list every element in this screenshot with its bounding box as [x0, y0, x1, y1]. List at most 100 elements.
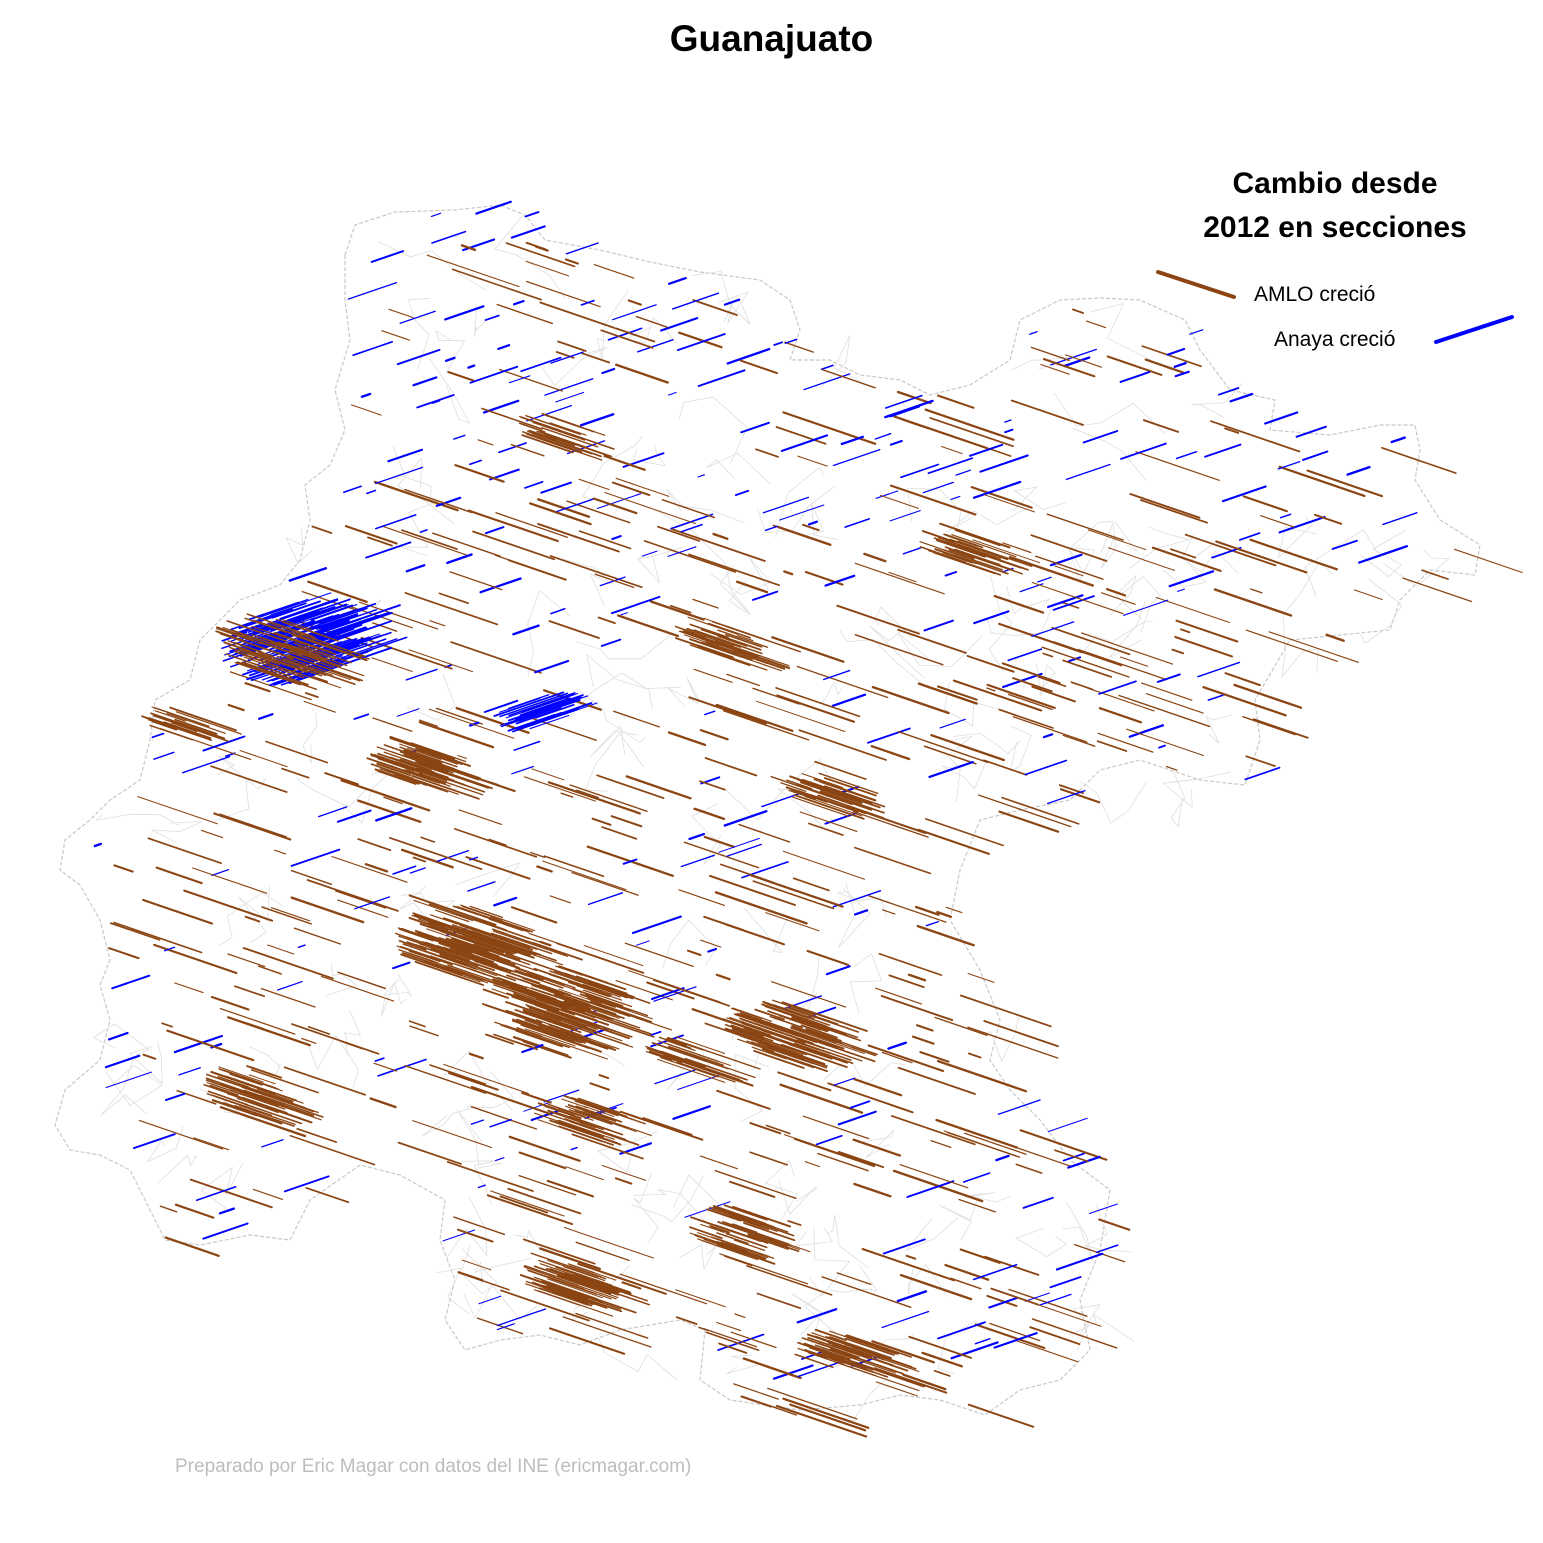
amlo-arrow [439, 953, 517, 982]
amlo-arrow [476, 959, 512, 973]
amlo-arrow [818, 772, 879, 795]
amlo-arrow [897, 1066, 976, 1095]
amlo-arrow [825, 1336, 882, 1357]
municipal-boundary [874, 606, 920, 638]
anaya-arrow [442, 1229, 476, 1242]
municipal-boundary [156, 1154, 198, 1184]
municipal-boundary [944, 681, 1008, 727]
anaya-arrow [1022, 1196, 1054, 1209]
anaya-arrow [707, 947, 718, 953]
amlo-arrow [444, 965, 500, 986]
amlo-arrow [461, 944, 511, 962]
amlo-arrow [403, 749, 443, 764]
amlo-arrow [517, 967, 576, 989]
anaya-arrow [151, 732, 165, 739]
amlo-arrow [814, 760, 867, 780]
amlo-arrow [933, 1369, 951, 1377]
amlo-arrow [270, 907, 311, 922]
amlo-arrow [1126, 728, 1204, 757]
amlo-arrow [544, 424, 615, 450]
anaya-arrow [579, 413, 615, 427]
amlo-arrow [1155, 596, 1231, 624]
amlo-arrow [399, 746, 458, 768]
municipal-boundary [953, 732, 1021, 755]
amlo-arrow [227, 703, 245, 712]
amlo-arrow [532, 421, 586, 441]
amlo-arrow [752, 687, 800, 705]
amlo-arrow [772, 524, 787, 531]
anaya-arrow [979, 454, 1029, 473]
anaya-arrow [1207, 694, 1224, 701]
amlo-arrow [738, 823, 791, 843]
amlo-arrow [528, 932, 610, 962]
amlo-arrow [959, 994, 1052, 1028]
anaya-arrow [726, 843, 762, 857]
amlo-arrow [747, 1233, 800, 1253]
amlo-arrow [716, 1243, 776, 1265]
anaya-arrow [470, 1119, 484, 1125]
amlo-arrow [935, 539, 986, 558]
amlo-arrow [592, 497, 638, 515]
amlo-arrow [1085, 320, 1107, 329]
anaya-arrow [1211, 546, 1242, 559]
anaya-arrow [431, 230, 467, 244]
anaya-arrow [1295, 425, 1327, 438]
municipal-boundary [1360, 578, 1403, 644]
amlo-arrow [457, 754, 467, 759]
amlo-arrow [251, 625, 320, 650]
anaya-arrow [723, 810, 768, 827]
anaya-arrow [374, 466, 424, 485]
amlo-arrow [241, 661, 309, 686]
amlo-arrow [281, 618, 312, 630]
municipal-boundary [744, 907, 788, 954]
anaya-arrow [437, 849, 470, 862]
anaya-arrow [435, 496, 462, 507]
amlo-arrow [643, 540, 737, 573]
amlo-arrow [625, 775, 692, 800]
amlo-arrow [800, 1024, 838, 1039]
amlo-arrow [398, 935, 471, 961]
amlo-arrow [261, 906, 313, 925]
anaya-arrow [399, 310, 436, 324]
amlo-arrow [1402, 577, 1473, 603]
amlo-arrow [242, 947, 334, 980]
amlo-arrow [733, 1383, 779, 1400]
amlo-arrow [400, 945, 453, 965]
amlo-arrow [560, 1007, 610, 1026]
anaya-arrow [1042, 733, 1054, 739]
amlo-arrow [791, 1016, 857, 1040]
amlo-arrow [846, 1336, 891, 1353]
amlo-arrow [288, 649, 365, 677]
amlo-arrow [449, 947, 498, 966]
anaya-arrow [297, 944, 306, 949]
anaya-arrow [622, 858, 638, 865]
amlo-arrow [792, 796, 850, 818]
amlo-arrow [558, 988, 602, 1005]
amlo-arrow [425, 941, 479, 962]
municipal-boundary [691, 270, 751, 325]
amlo-arrow [296, 1127, 338, 1143]
amlo-arrow [705, 641, 768, 664]
amlo-arrow [821, 368, 876, 389]
amlo-arrow [499, 368, 563, 392]
amlo-arrow [399, 751, 446, 768]
amlo-arrow [1174, 636, 1233, 658]
amlo-arrow [491, 928, 567, 955]
amlo-arrow [782, 850, 866, 880]
amlo-arrow [533, 1265, 591, 1286]
anaya-arrow [1120, 442, 1167, 460]
amlo-arrow [218, 1066, 264, 1083]
anaya-arrow [352, 340, 394, 357]
amlo-arrow [950, 1277, 982, 1290]
amlo-arrow [597, 616, 616, 625]
municipal-boundary [396, 457, 454, 524]
amlo-arrow [542, 860, 627, 891]
amlo-arrow [679, 1059, 744, 1082]
amlo-arrow [490, 1190, 565, 1217]
amlo-arrow [624, 942, 694, 968]
amlo-arrow [290, 869, 333, 886]
anaya-arrow [680, 523, 703, 533]
municipal-boundary [678, 396, 748, 463]
amlo-arrow [1250, 588, 1263, 594]
anaya-arrow [396, 708, 420, 717]
